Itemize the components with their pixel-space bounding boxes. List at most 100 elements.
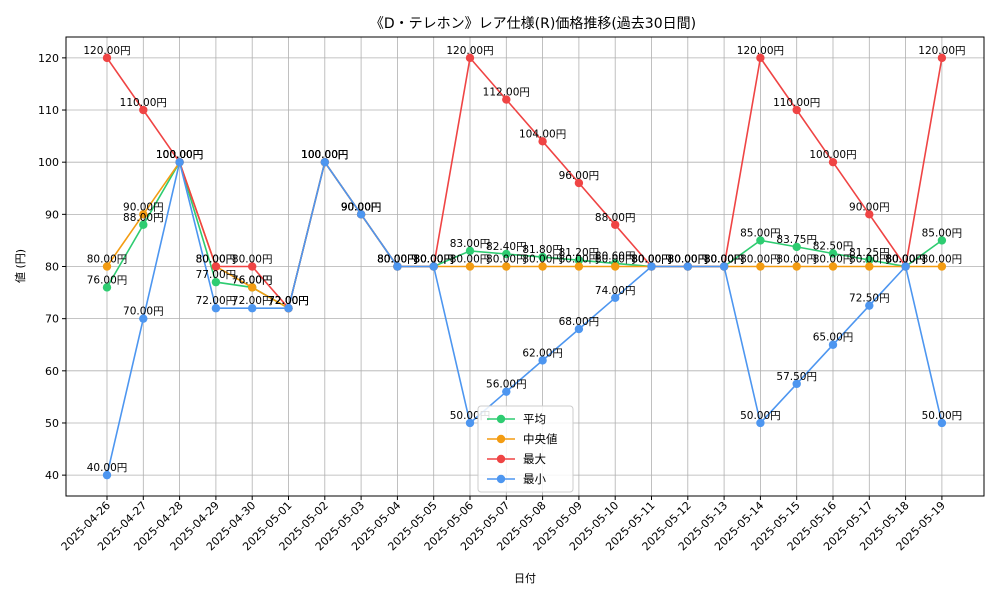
data-label: 62.00円 bbox=[522, 347, 563, 359]
data-label: 100.00円 bbox=[156, 149, 203, 161]
series-line bbox=[106, 160, 942, 310]
y-tick-label: 100 bbox=[38, 156, 59, 169]
data-point bbox=[865, 301, 874, 310]
data-label: 80.00円 bbox=[631, 254, 672, 266]
data-label: 72.00円 bbox=[268, 295, 309, 307]
data-label: 80.00円 bbox=[377, 254, 418, 266]
data-point bbox=[865, 210, 874, 219]
data-point bbox=[429, 262, 438, 271]
data-point bbox=[756, 262, 765, 271]
data-point bbox=[465, 53, 475, 63]
data-label: 81.25円 bbox=[849, 247, 890, 259]
data-label: 80.00円 bbox=[668, 254, 709, 266]
series-line bbox=[106, 160, 943, 476]
data-label: 80.00円 bbox=[704, 254, 745, 266]
data-point bbox=[139, 314, 148, 323]
data-label: 80.00円 bbox=[413, 254, 454, 266]
legend-entry: 中央値 bbox=[487, 432, 558, 446]
data-label: 88.00円 bbox=[595, 212, 636, 224]
data-label: 80.00円 bbox=[377, 254, 418, 266]
data-point bbox=[248, 283, 257, 292]
data-point bbox=[611, 220, 620, 229]
data-label: 80.00円 bbox=[196, 254, 237, 266]
data-point bbox=[139, 220, 148, 229]
data-label: 80.00円 bbox=[631, 254, 672, 266]
data-point bbox=[611, 262, 620, 271]
data-label: 110.00円 bbox=[773, 97, 820, 109]
data-point bbox=[175, 157, 184, 167]
legend-swatch-marker bbox=[496, 434, 506, 444]
data-label: 100.00円 bbox=[301, 149, 348, 161]
y-axis-label: 値 (円) bbox=[14, 249, 27, 283]
series-line bbox=[106, 55, 943, 310]
data-point bbox=[248, 304, 257, 313]
data-labels: 76.00円88.00円100.00円77.00円76.00円72.00円100… bbox=[83, 45, 965, 474]
data-point bbox=[865, 262, 874, 271]
data-point bbox=[756, 418, 765, 428]
data-point bbox=[792, 262, 801, 271]
series-line bbox=[106, 160, 943, 310]
data-label: 40.00円 bbox=[87, 462, 128, 474]
data-point bbox=[538, 137, 547, 146]
data-point bbox=[102, 470, 112, 480]
data-label: 80.00円 bbox=[849, 254, 890, 266]
data-label: 80.00円 bbox=[885, 254, 926, 266]
legend-label: 平均 bbox=[523, 412, 546, 426]
data-point bbox=[574, 256, 584, 265]
data-label: 100.00円 bbox=[809, 149, 856, 161]
data-point bbox=[611, 293, 620, 302]
data-label: 80.00円 bbox=[668, 254, 709, 266]
data-label: 100.00円 bbox=[156, 149, 203, 161]
data-label: 80.60円 bbox=[595, 250, 636, 262]
data-label: 80.00円 bbox=[776, 254, 817, 266]
data-label: 80.00円 bbox=[885, 254, 926, 266]
data-point bbox=[465, 262, 475, 271]
data-label: 80.00円 bbox=[87, 254, 128, 266]
data-point bbox=[574, 324, 584, 334]
y-tick-label: 60 bbox=[45, 365, 59, 378]
data-label: 80.00円 bbox=[196, 254, 237, 266]
data-label: 88.00円 bbox=[123, 212, 164, 224]
data-label: 80.00円 bbox=[595, 254, 636, 266]
data-point bbox=[937, 262, 947, 271]
data-point bbox=[574, 262, 584, 271]
data-label: 80.00円 bbox=[413, 254, 454, 266]
legend-swatch-marker bbox=[496, 414, 506, 424]
data-point bbox=[102, 283, 112, 292]
legend-swatch-marker bbox=[496, 474, 506, 484]
data-label: 70.00円 bbox=[123, 306, 164, 318]
data-label: 83.00円 bbox=[450, 238, 491, 250]
data-point bbox=[502, 249, 511, 259]
data-label: 72.00円 bbox=[196, 295, 237, 307]
data-point bbox=[320, 157, 329, 167]
data-point bbox=[792, 242, 801, 252]
data-label: 100.00円 bbox=[301, 149, 348, 161]
data-label: 50.00円 bbox=[922, 410, 963, 422]
data-point bbox=[502, 262, 511, 271]
data-label: 72.00円 bbox=[268, 295, 309, 307]
data-point bbox=[756, 236, 765, 245]
data-point bbox=[828, 249, 838, 258]
data-point bbox=[683, 262, 692, 271]
data-label: 80.00円 bbox=[232, 254, 273, 266]
data-label: 56.00円 bbox=[486, 379, 527, 391]
y-tick-label: 120 bbox=[38, 52, 59, 65]
data-label: 96.00円 bbox=[559, 170, 600, 182]
data-point bbox=[211, 304, 221, 313]
data-point bbox=[828, 340, 838, 349]
chart-title: 《D・テレホン》レア仕様(R)価格推移(過去30日間) bbox=[370, 16, 696, 32]
y-tick-label: 80 bbox=[45, 261, 59, 274]
data-point bbox=[901, 262, 910, 271]
data-point bbox=[248, 262, 257, 271]
data-label: 90.00円 bbox=[341, 201, 382, 213]
data-label: 80.00円 bbox=[486, 254, 527, 266]
data-label: 80.00円 bbox=[631, 254, 672, 266]
legend-label: 最大 bbox=[523, 452, 546, 466]
data-label: 76.00円 bbox=[232, 274, 273, 286]
data-point bbox=[393, 262, 402, 271]
data-point bbox=[139, 105, 148, 115]
legend-swatch-marker bbox=[496, 454, 506, 464]
x-axis-label: 日付 bbox=[514, 572, 536, 585]
